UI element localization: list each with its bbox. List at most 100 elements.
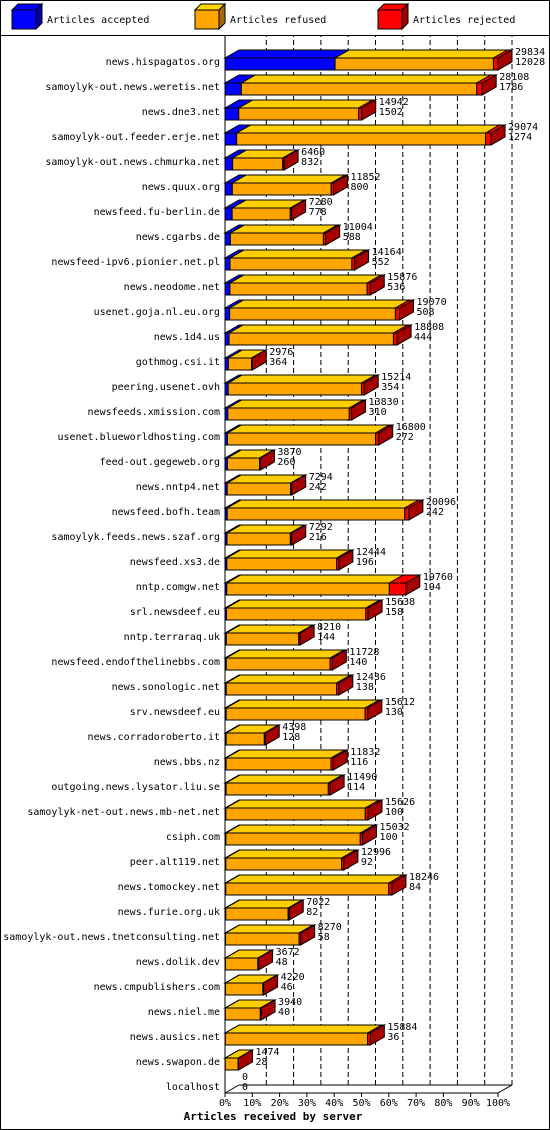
bar-refused-top bbox=[225, 399, 366, 409]
bar-rejected-side bbox=[251, 349, 267, 371]
y-tick-label: nntp.terraraq.uk bbox=[124, 632, 220, 643]
value-label-received: 4398 bbox=[282, 722, 306, 733]
bar-refused-top bbox=[228, 224, 340, 234]
value-label-accepted: 536 bbox=[387, 282, 405, 293]
bar-rejected-side bbox=[405, 574, 421, 596]
value-label-accepted: 144 bbox=[317, 632, 335, 643]
x-tick-label: 60% bbox=[380, 1098, 398, 1109]
bar-accepted bbox=[224, 207, 233, 221]
value-label-received: 7294 bbox=[309, 472, 333, 483]
value-label-accepted: 84 bbox=[409, 882, 421, 893]
value-label-accepted: 158 bbox=[385, 607, 403, 618]
value-label-accepted: 196 bbox=[356, 557, 374, 568]
y-tick-label: gothmog.csi.it bbox=[136, 357, 220, 368]
y-tick-label: news.dne3.net bbox=[142, 107, 220, 118]
y-tick-label: news.quux.org bbox=[142, 182, 220, 193]
value-label-received: 16800 bbox=[396, 422, 426, 433]
bar-refused bbox=[224, 1057, 239, 1071]
x-tick-label: 80% bbox=[434, 1098, 452, 1109]
bar-refused-top bbox=[227, 324, 410, 334]
bar-rejected-side bbox=[391, 874, 407, 896]
bar-row bbox=[223, 299, 416, 321]
value-label-received: 12436 bbox=[356, 672, 386, 683]
value-label-accepted: 216 bbox=[309, 532, 327, 543]
bar-row bbox=[223, 1024, 387, 1046]
bar-refused bbox=[236, 132, 487, 146]
bar-refused bbox=[225, 857, 343, 871]
bar-refused bbox=[231, 207, 291, 221]
bar-row bbox=[223, 74, 499, 96]
value-label-received: 6460 bbox=[301, 147, 325, 158]
y-tick-label: news.cmpublishers.com bbox=[94, 982, 220, 993]
y-tick-label: news.swapon.de bbox=[136, 1057, 220, 1068]
bar-rejected-side bbox=[299, 624, 315, 646]
x-tick-label: 70% bbox=[407, 1098, 425, 1109]
x-tick-label: 30% bbox=[298, 1098, 316, 1109]
value-label-accepted: 128 bbox=[282, 732, 300, 743]
value-label-received: 15612 bbox=[385, 697, 415, 708]
value-label-accepted: 1274 bbox=[508, 132, 532, 143]
value-label-received: 8270 bbox=[318, 922, 342, 933]
x-tick-label: 50% bbox=[352, 1098, 370, 1109]
bar-refused-top bbox=[234, 124, 502, 134]
value-label-accepted: 832 bbox=[301, 157, 319, 168]
bar-row bbox=[223, 574, 422, 596]
bar-rejected-side bbox=[260, 999, 276, 1021]
bar-row bbox=[223, 849, 360, 871]
value-label-accepted: 92 bbox=[361, 857, 373, 868]
y-tick-label: samoylyk-out.news.chmurka.net bbox=[45, 157, 220, 168]
bar-row bbox=[223, 649, 349, 671]
y-tick-label: news.tomockey.net bbox=[118, 882, 220, 893]
bar-rejected-side bbox=[367, 599, 383, 621]
value-label-received: 28108 bbox=[499, 72, 529, 83]
bar-row bbox=[223, 474, 308, 496]
bar-row bbox=[223, 274, 387, 296]
bar-rejected-side bbox=[399, 299, 415, 321]
y-tick-label: news.furie.org.uk bbox=[118, 907, 220, 918]
value-label-received: 18246 bbox=[409, 872, 439, 883]
y-tick-label: news.sonologic.net bbox=[112, 682, 220, 693]
bar-rejected-side bbox=[361, 99, 377, 121]
bar-rejected-side bbox=[338, 674, 354, 696]
bar-row bbox=[223, 774, 347, 796]
legend-label-accepted: Articles accepted bbox=[47, 15, 149, 26]
y-tick-label: samoylyk-out.news.tnetconsulting.net bbox=[3, 932, 220, 943]
bar-rejected bbox=[485, 132, 492, 146]
bar-refused-top bbox=[224, 624, 315, 634]
legend-item-rejected: Articles rejected bbox=[376, 2, 515, 31]
y-axis-labels: news.hispagatos.org samoylyk-out.news.wer… bbox=[3, 57, 220, 1093]
value-label-received: 15214 bbox=[381, 372, 411, 383]
bar-row bbox=[223, 174, 350, 196]
bar-refused bbox=[238, 107, 360, 121]
y-tick-label: peer.alt119.net bbox=[130, 857, 220, 868]
value-label-accepted: 354 bbox=[381, 382, 399, 393]
bar-row bbox=[223, 499, 425, 521]
bar-rejected-side bbox=[264, 724, 280, 746]
bar-accepted bbox=[224, 82, 242, 96]
value-label-received: 11832 bbox=[350, 747, 380, 758]
value-label-received: 13830 bbox=[369, 397, 399, 408]
bar-refused bbox=[226, 582, 390, 596]
bar-rejected-side bbox=[258, 949, 274, 971]
bar-refused bbox=[224, 957, 259, 971]
bar-accepted bbox=[224, 107, 240, 121]
x-axis-title: Articles received by server bbox=[184, 1110, 363, 1123]
bar-row bbox=[223, 624, 317, 646]
bar-row bbox=[223, 699, 384, 721]
bar-refused bbox=[227, 407, 350, 421]
bar-rejected bbox=[492, 57, 499, 71]
value-label-received: 19070 bbox=[417, 297, 447, 308]
value-label-accepted: 310 bbox=[369, 407, 387, 418]
bar-refused bbox=[231, 182, 332, 196]
y-tick-label: nntp.comgw.net bbox=[136, 582, 220, 593]
bar-refused-top bbox=[224, 699, 381, 709]
y-tick-label: news.hispagatos.org bbox=[106, 57, 220, 68]
bar-row bbox=[223, 224, 342, 246]
value-label-received: 15626 bbox=[385, 797, 415, 808]
y-tick-label: samoylyk-out.feeder.erje.net bbox=[51, 132, 220, 143]
bar-refused-top bbox=[239, 74, 493, 84]
value-label-received: 12996 bbox=[361, 847, 391, 858]
y-tick-label: newsfeed.endofthelinebbs.com bbox=[51, 657, 220, 668]
value-label-received: 2976 bbox=[269, 347, 293, 358]
bar-refused-top bbox=[228, 274, 383, 284]
